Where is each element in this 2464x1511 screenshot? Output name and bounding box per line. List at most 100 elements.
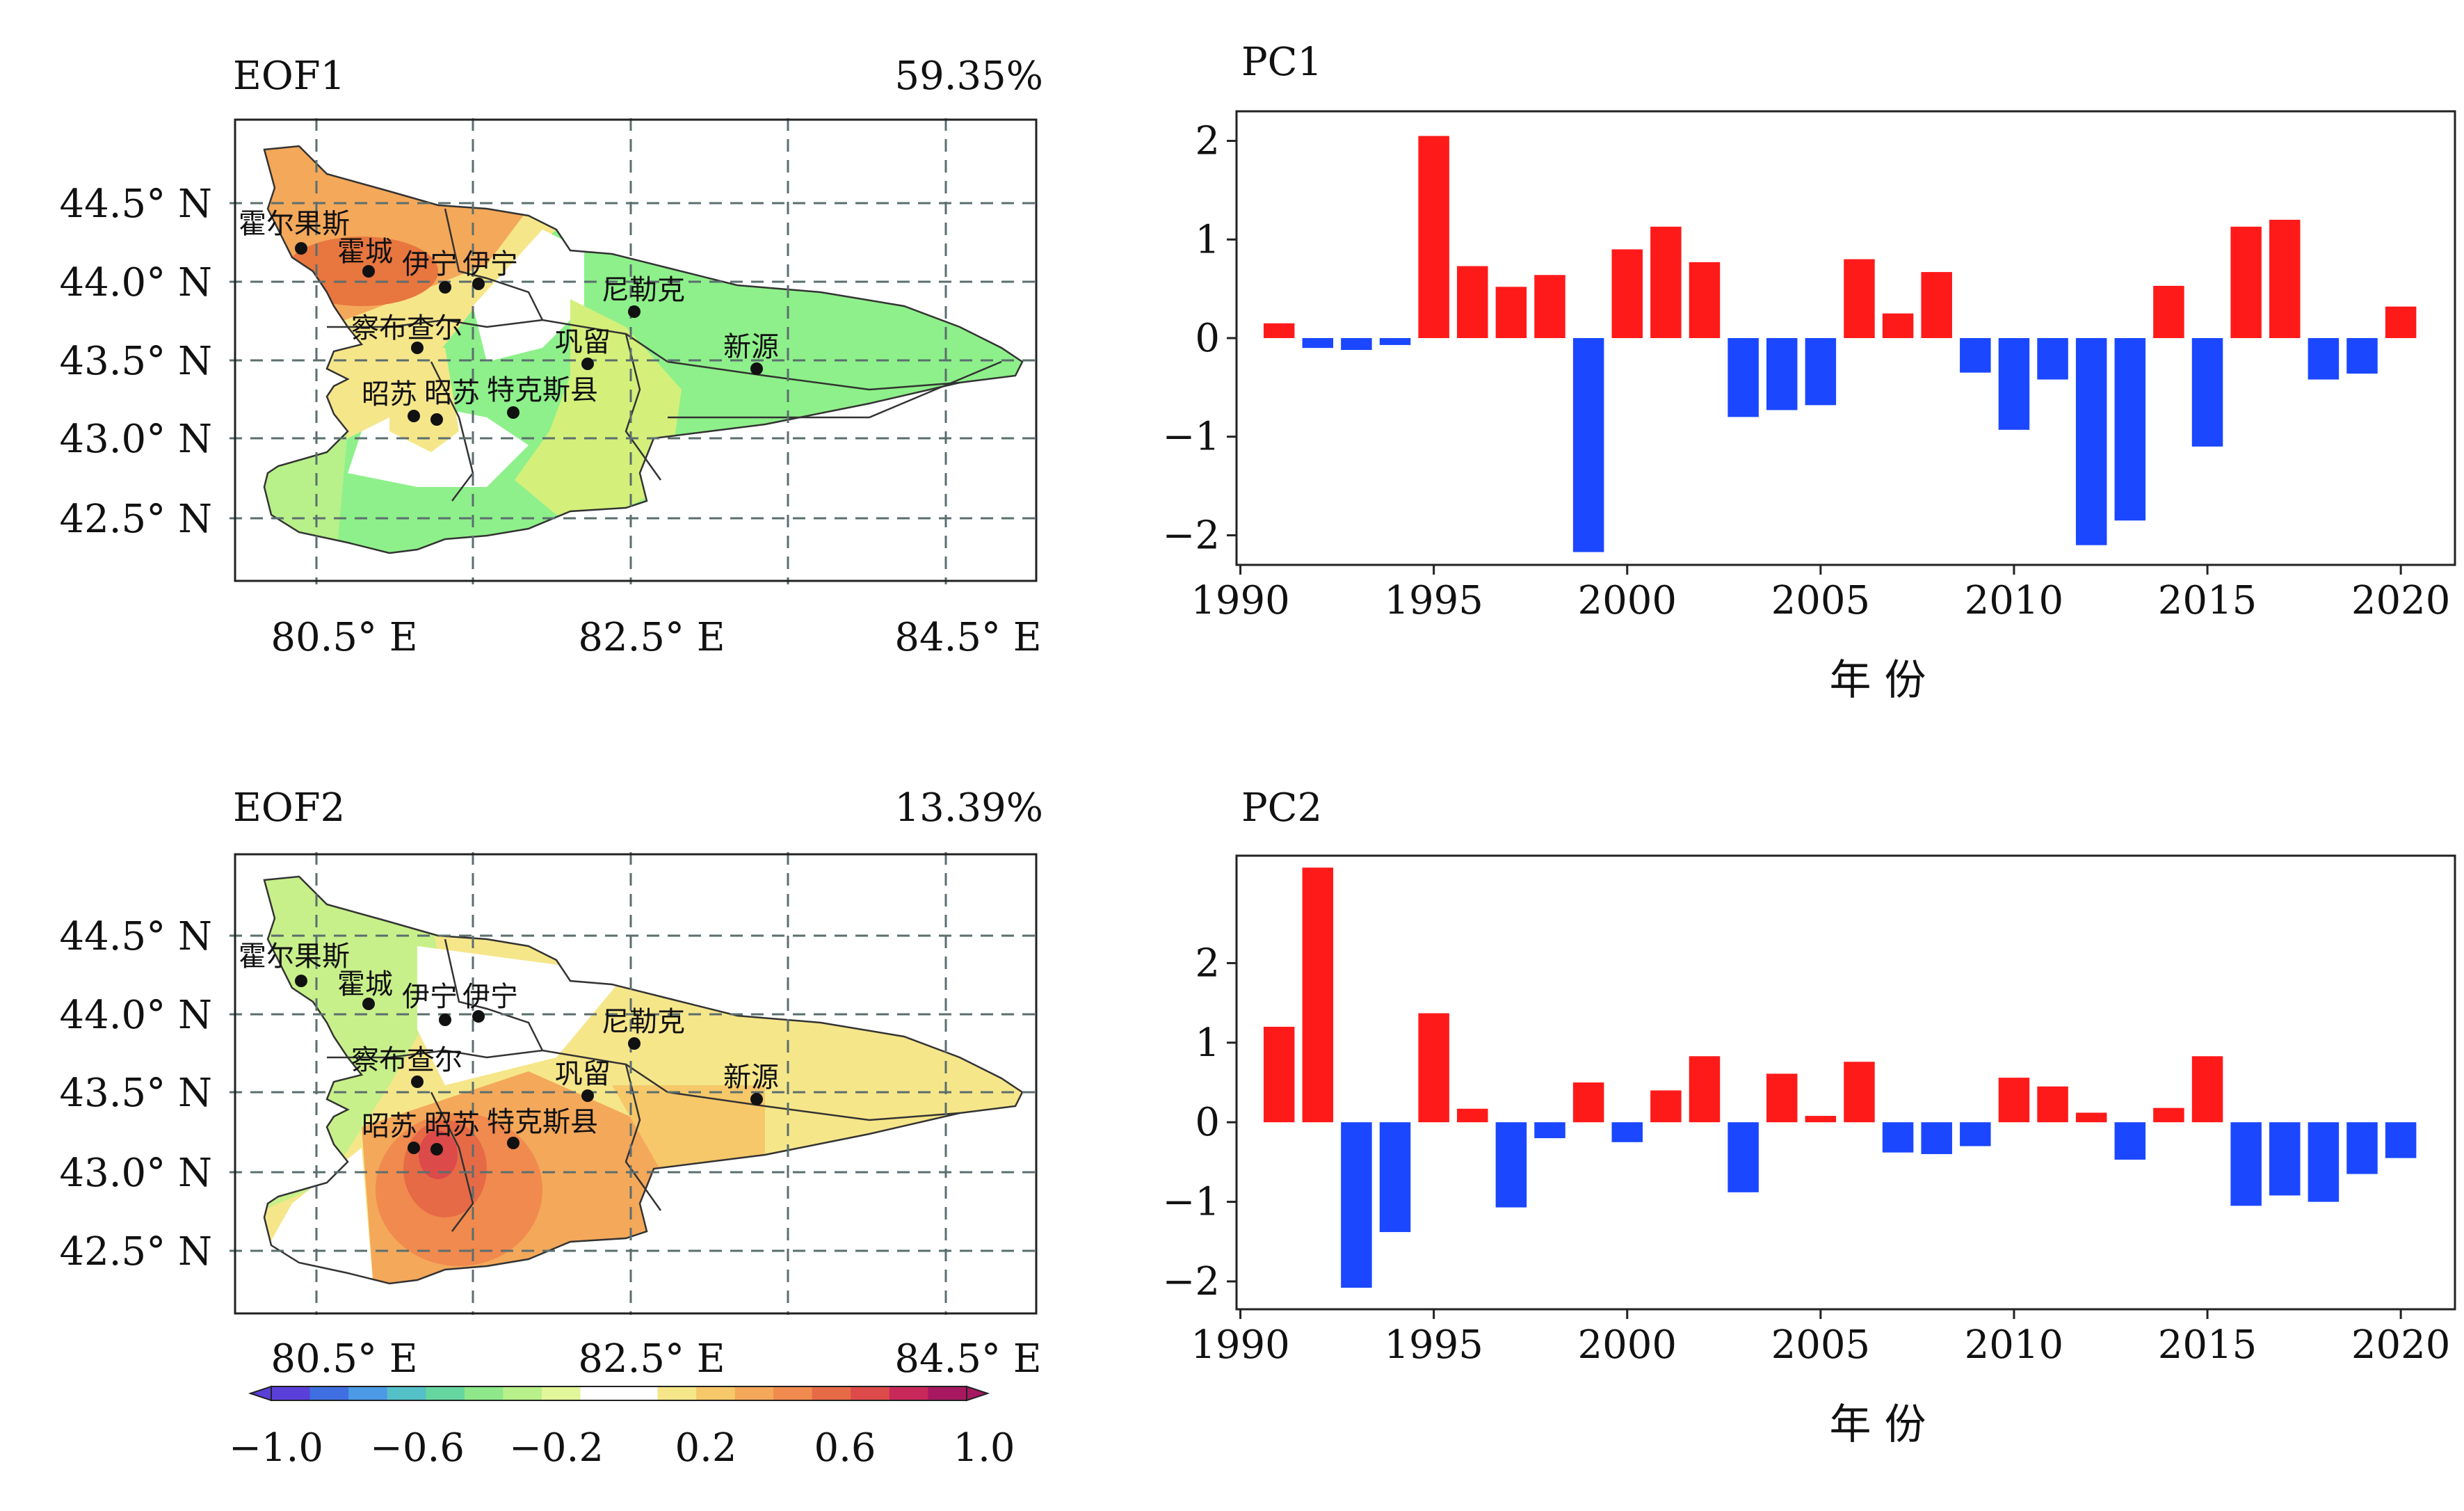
lat-tick-label: 43.5° N (60, 1071, 213, 1116)
lat-tick-label: 42.5° N (60, 497, 213, 542)
eof1-station-labels: 霍尔果斯 霍城 伊宁 伊宁 尼勒克 察布查尔 巩留 新源 昭苏 昭苏 特克斯县 (239, 208, 779, 410)
station-label: 霍城 (337, 236, 393, 268)
lat-tick-label: 42.5° N (60, 1229, 213, 1274)
lat-tick-label: 44.0° N (60, 993, 213, 1038)
colorbar-swatch (464, 1386, 504, 1400)
colorbar-tick-label: 0.6 (814, 1425, 876, 1471)
bar-2014 (2153, 1108, 2184, 1123)
station-label: 昭苏 (362, 378, 417, 410)
bar-2004 (1766, 338, 1798, 410)
colorbar-swatch (387, 1386, 426, 1400)
bar-2013 (2114, 338, 2146, 521)
colorbar-tick-label: 1.0 (953, 1425, 1015, 1471)
bar-2005 (1805, 338, 1837, 406)
colorbar-swatch (503, 1386, 542, 1400)
lat-tick-label: 43.0° N (60, 1151, 213, 1196)
y-tick-label: 0 (1195, 1100, 1220, 1145)
x-tick-label: 2015 (2158, 1322, 2257, 1368)
colorbar-swatch (580, 1386, 620, 1400)
x-tick-label: 2000 (1577, 578, 1677, 623)
station-label: 特克斯县 (487, 1106, 598, 1138)
colorbar-swatch (928, 1386, 967, 1400)
eof2-title: EOF2 (233, 785, 345, 831)
bar-1994 (1379, 1122, 1411, 1233)
x-tick-label: 2005 (1771, 578, 1871, 623)
bar-2000 (1611, 249, 1643, 338)
colorbar-swatch (348, 1386, 388, 1400)
bar-2006 (1844, 259, 1875, 338)
pc2-frame (1235, 854, 2456, 1311)
eof2-station-dots (295, 975, 763, 1156)
y-tick-label: 0 (1195, 316, 1220, 361)
lat-tick-label: 44.5° N (60, 914, 213, 959)
eof1-panel: EOF1 59.35% (60, 54, 1044, 660)
bar-2014 (2153, 285, 2184, 338)
lon-tick-label: 82.5° E (578, 615, 725, 660)
bar-2017 (2269, 1122, 2301, 1196)
pc2-chart: PC2 −2 −1 0 1 2 1990 1995 2000 2005 2010 2015 2020… (1162, 785, 2456, 1449)
station-label: 霍尔果斯 (239, 208, 350, 240)
bar-2002 (1689, 1056, 1721, 1123)
y-tick-label: −1 (1162, 1180, 1220, 1225)
x-tick-label: 1995 (1384, 1322, 1483, 1368)
bar-2001 (1650, 1090, 1682, 1123)
x-tick-label: 2000 (1577, 1322, 1677, 1368)
lon-tick-label: 84.5° E (894, 615, 1041, 660)
station-label: 察布查尔 (351, 312, 462, 344)
bar-2008 (1921, 1122, 1952, 1154)
bar-2006 (1844, 1062, 1875, 1123)
colorbar-swatch (619, 1386, 659, 1400)
colorbar-swatch (309, 1386, 349, 1400)
bar-2020 (2385, 1122, 2417, 1158)
bar-1996 (1457, 1108, 1488, 1123)
bar-1995 (1418, 1013, 1449, 1123)
bar-2011 (2037, 1086, 2068, 1123)
colorbar-tick-label: −0.2 (509, 1425, 604, 1471)
bar-1995 (1418, 136, 1449, 338)
station-label: 昭苏 (424, 377, 480, 409)
y-tick-label: 1 (1195, 1021, 1220, 1066)
bar-1992 (1302, 338, 1334, 349)
y-tick-label: 2 (1195, 941, 1220, 986)
bar-2020 (2385, 306, 2417, 338)
bar-1999 (1572, 1082, 1604, 1123)
bar-1996 (1457, 266, 1488, 338)
colorbar-swatch (657, 1386, 697, 1400)
colorbar: −1.0 −0.6 −0.2 0.2 0.6 1.0 (229, 1385, 1015, 1471)
x-tick-label: 2010 (1965, 1322, 2064, 1368)
bar-1999 (1572, 338, 1604, 552)
eof2-panel: EOF2 13.39% (60, 785, 1044, 1382)
lat-tick-label: 43.5° N (60, 339, 213, 384)
lat-tick-label: 44.0° N (60, 260, 213, 305)
eof1-title: EOF1 (233, 54, 345, 99)
x-tick-label: 2020 (2351, 578, 2451, 623)
bar-2018 (2308, 1122, 2340, 1202)
bar-2003 (1728, 1122, 1759, 1192)
eof1-station-dots (295, 242, 763, 426)
station-label: 霍尔果斯 (239, 941, 350, 973)
lon-tick-label: 80.5° E (271, 1336, 417, 1382)
bar-2009 (1960, 338, 1991, 373)
pc1-x-ticks: 1990 1995 2000 2005 2010 2015 2020 (1191, 565, 2450, 623)
colorbar-swatch (734, 1386, 774, 1400)
y-tick-label: 2 (1195, 119, 1220, 164)
x-tick-label: 1990 (1191, 1322, 1290, 1368)
y-tick-label: 1 (1195, 217, 1220, 262)
eof2-frame (234, 853, 1038, 1315)
bar-2015 (2191, 338, 2223, 447)
station-label: 昭苏 (362, 1110, 417, 1142)
bar-2010 (1998, 338, 2030, 430)
eof1-map (264, 146, 1022, 553)
pc1-title: PC1 (1241, 40, 1322, 85)
colorbar-swatch (812, 1386, 851, 1400)
colorbar-swatch (773, 1386, 813, 1400)
colorbar-swatch (426, 1386, 465, 1400)
bar-1993 (1341, 338, 1372, 351)
eof1-variance: 59.35% (894, 54, 1043, 99)
bar-2016 (2230, 226, 2262, 338)
lon-tick-label: 82.5° E (578, 1336, 725, 1382)
eof1-gridlines (230, 118, 1036, 584)
bar-1991 (1263, 1026, 1295, 1123)
pc1-bars (1263, 136, 2417, 552)
